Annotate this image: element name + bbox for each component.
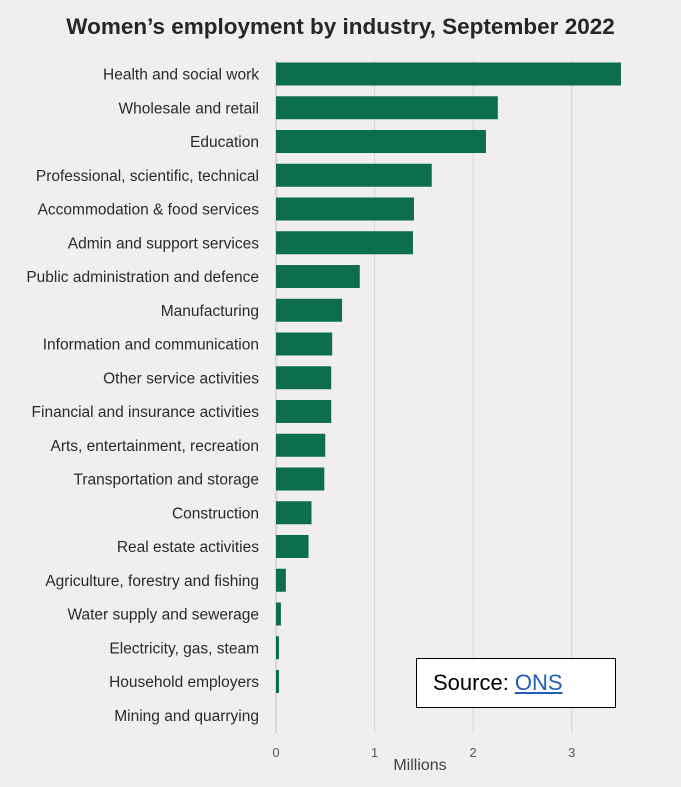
- bar: [276, 602, 281, 626]
- category-label: Mining and quarrying: [114, 708, 259, 725]
- category-label: Arts, entertainment, recreation: [51, 438, 260, 455]
- bar: [276, 231, 414, 255]
- bar: [276, 467, 325, 491]
- x-tick-label: 0: [272, 745, 279, 760]
- category-label: Construction: [172, 505, 259, 522]
- category-label: Household employers: [109, 674, 259, 691]
- category-label: Electricity, gas, steam: [109, 640, 259, 657]
- x-axis-title: Millions: [393, 757, 446, 774]
- chart-title: Women’s employment by industry, Septembe…: [66, 14, 615, 39]
- bar: [276, 298, 343, 322]
- category-label: Financial and insurance activities: [32, 404, 260, 421]
- bar: [276, 332, 333, 356]
- x-tick-label: 1: [371, 745, 378, 760]
- category-label: Transportation and storage: [73, 472, 259, 489]
- source-box: Source: ONS: [416, 658, 616, 708]
- category-label: Admin and support services: [68, 235, 260, 252]
- category-label: Accommodation & food services: [38, 202, 260, 219]
- bar: [276, 130, 486, 153]
- category-label: Education: [190, 134, 259, 151]
- category-label: Information and communication: [43, 337, 259, 354]
- bar: [276, 535, 309, 558]
- x-tick-label: 3: [568, 745, 575, 760]
- bar: [276, 636, 279, 660]
- bar: [276, 568, 286, 592]
- bar: [276, 265, 360, 288]
- category-label: Other service activities: [103, 370, 259, 387]
- category-label: Public administration and defence: [26, 269, 259, 286]
- bar: [276, 163, 432, 187]
- category-label: Wholesale and retail: [119, 100, 259, 117]
- source-link[interactable]: ONS: [514, 670, 563, 695]
- category-label: Professional, scientific, technical: [36, 168, 259, 185]
- bar: [276, 96, 498, 120]
- bar: [276, 433, 326, 457]
- category-label: Manufacturing: [161, 303, 259, 320]
- source-label: Source:: [433, 670, 509, 695]
- category-label: Water supply and sewerage: [67, 607, 259, 624]
- x-tick-label: 2: [470, 745, 477, 760]
- bar: [276, 62, 621, 86]
- bar: [276, 366, 332, 390]
- category-label: Health and social work: [103, 67, 259, 84]
- bar: [276, 197, 414, 221]
- bar: [276, 400, 332, 423]
- bar: [276, 501, 312, 525]
- category-label: Agriculture, forestry and fishing: [45, 573, 259, 590]
- category-label: Real estate activities: [117, 539, 259, 556]
- bar: [276, 670, 279, 693]
